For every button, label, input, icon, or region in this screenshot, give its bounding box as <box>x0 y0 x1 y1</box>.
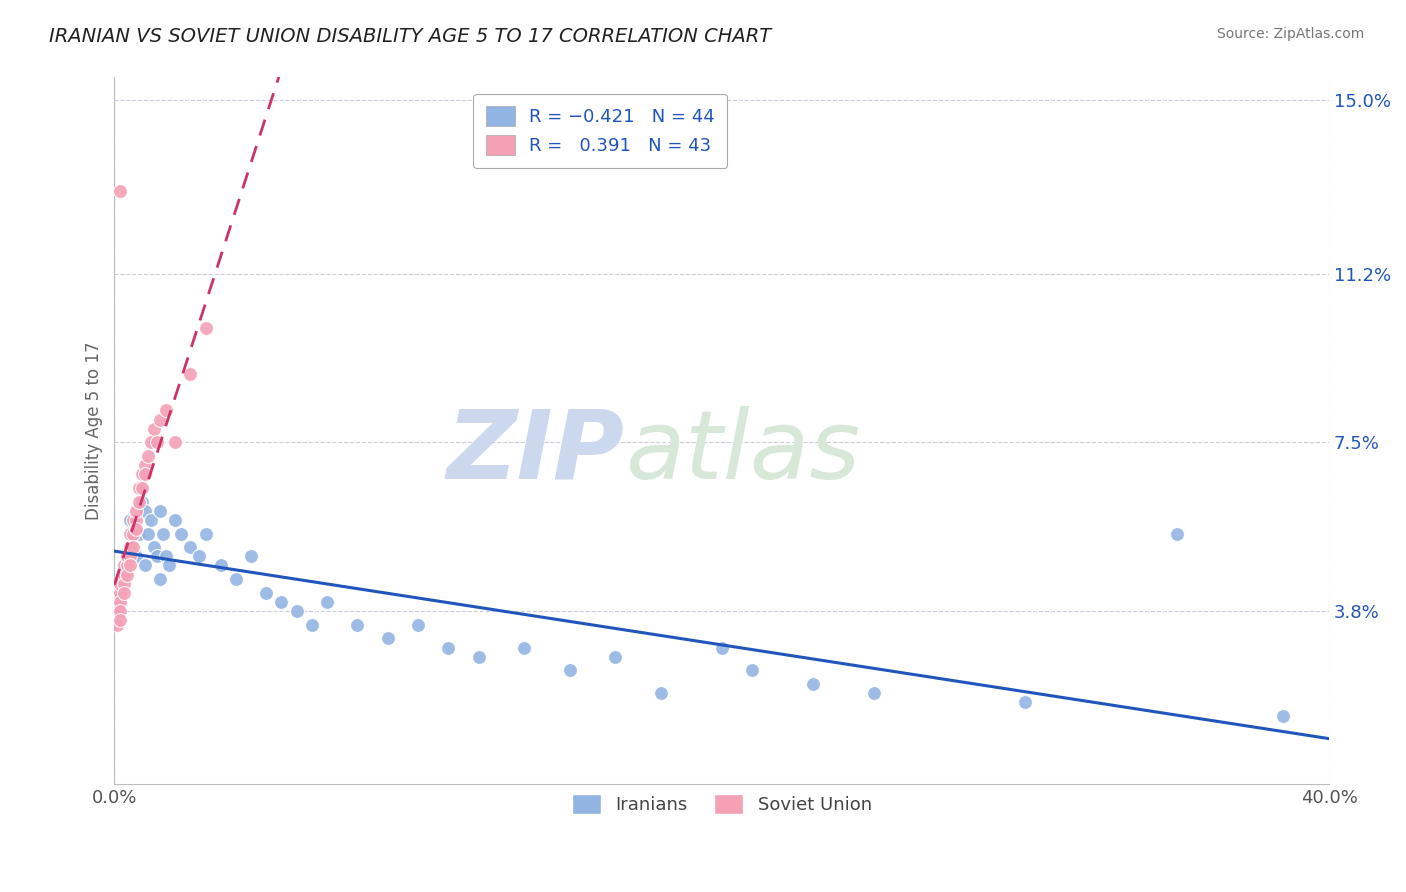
Point <box>270 595 292 609</box>
Point <box>152 526 174 541</box>
Point <box>605 649 627 664</box>
Point <box>254 586 277 600</box>
Legend: Iranians, Soviet Union: Iranians, Soviet Union <box>561 783 883 825</box>
Point <box>710 640 733 655</box>
Point <box>128 526 150 541</box>
Point <box>155 403 177 417</box>
Point <box>149 412 172 426</box>
Point <box>240 549 263 564</box>
Point <box>131 481 153 495</box>
Point <box>124 513 146 527</box>
Point <box>110 604 132 618</box>
Point <box>1166 526 1188 541</box>
Point <box>110 586 132 600</box>
Point <box>134 558 156 573</box>
Point <box>136 449 159 463</box>
Point <box>118 541 141 555</box>
Point <box>142 541 165 555</box>
Point <box>377 632 399 646</box>
Point <box>316 595 339 609</box>
Point <box>558 664 581 678</box>
Point <box>121 513 143 527</box>
Point <box>121 541 143 555</box>
Point <box>165 435 187 450</box>
Point <box>107 617 129 632</box>
Point <box>112 586 135 600</box>
Point <box>131 494 153 508</box>
Point <box>862 686 884 700</box>
Point <box>513 640 536 655</box>
Point <box>107 586 129 600</box>
Point <box>170 526 193 541</box>
Point <box>112 567 135 582</box>
Point <box>128 494 150 508</box>
Y-axis label: Disability Age 5 to 17: Disability Age 5 to 17 <box>86 342 103 520</box>
Point <box>801 677 824 691</box>
Point <box>110 595 132 609</box>
Point <box>301 617 323 632</box>
Point <box>118 549 141 564</box>
Point <box>346 617 368 632</box>
Point <box>118 526 141 541</box>
Point <box>136 526 159 541</box>
Point <box>121 526 143 541</box>
Point <box>112 558 135 573</box>
Point <box>146 549 169 564</box>
Point <box>124 504 146 518</box>
Point <box>650 686 672 700</box>
Point <box>115 567 138 582</box>
Point <box>118 513 141 527</box>
Point <box>118 558 141 573</box>
Point <box>149 572 172 586</box>
Point <box>179 367 201 381</box>
Point <box>124 522 146 536</box>
Text: atlas: atlas <box>624 406 859 499</box>
Point <box>115 558 138 573</box>
Point <box>110 613 132 627</box>
Point <box>131 467 153 482</box>
Point <box>134 458 156 472</box>
Point <box>406 617 429 632</box>
Point <box>225 572 247 586</box>
Point <box>194 321 217 335</box>
Point <box>115 549 138 564</box>
Point <box>107 595 129 609</box>
Point <box>124 549 146 564</box>
Point <box>107 604 129 618</box>
Text: ZIP: ZIP <box>447 406 624 499</box>
Point <box>468 649 491 664</box>
Point <box>142 422 165 436</box>
Point <box>194 526 217 541</box>
Point <box>1014 695 1036 709</box>
Point <box>209 558 232 573</box>
Point <box>149 504 172 518</box>
Point <box>741 664 763 678</box>
Point <box>146 435 169 450</box>
Point <box>139 513 162 527</box>
Point <box>157 558 180 573</box>
Point <box>134 467 156 482</box>
Point <box>188 549 211 564</box>
Point <box>134 504 156 518</box>
Point <box>110 185 132 199</box>
Point <box>437 640 460 655</box>
Point <box>155 549 177 564</box>
Point <box>128 481 150 495</box>
Text: IRANIAN VS SOVIET UNION DISABILITY AGE 5 TO 17 CORRELATION CHART: IRANIAN VS SOVIET UNION DISABILITY AGE 5… <box>49 27 772 45</box>
Point <box>115 549 138 564</box>
Point <box>165 513 187 527</box>
Text: Source: ZipAtlas.com: Source: ZipAtlas.com <box>1216 27 1364 41</box>
Point <box>110 576 132 591</box>
Point <box>179 541 201 555</box>
Point <box>139 435 162 450</box>
Point <box>1272 709 1295 723</box>
Point <box>285 604 308 618</box>
Point <box>112 576 135 591</box>
